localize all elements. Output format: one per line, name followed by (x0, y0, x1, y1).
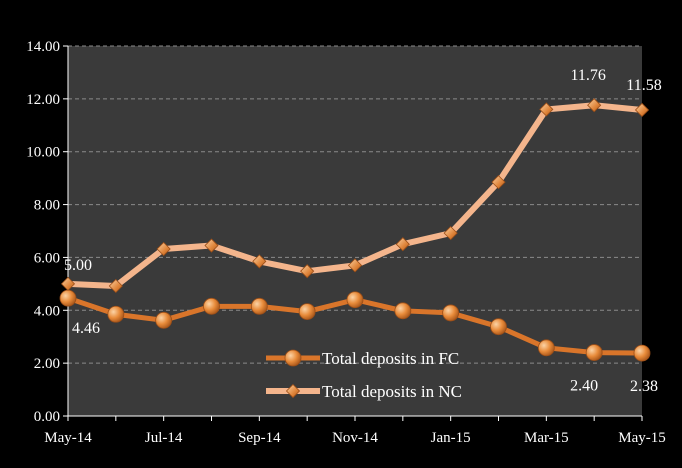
y-tick-label: 4.00 (34, 303, 60, 319)
nc-point (443, 226, 458, 241)
legend-label: Total deposits in NC (322, 382, 462, 401)
y-tick-label: 12.00 (26, 92, 60, 108)
nc-point (60, 276, 76, 291)
nc-point (108, 278, 123, 294)
fc-point (346, 291, 364, 309)
x-tick-label: Jan-15 (431, 430, 471, 446)
fc-point (155, 311, 173, 329)
legend-marker-nc (285, 383, 301, 399)
fc-point (59, 289, 77, 307)
data-label: 4.46 (72, 320, 100, 337)
legend-marker-fc (284, 349, 302, 367)
data-label: 11.76 (570, 67, 605, 84)
x-tick-label: Nov-14 (332, 430, 378, 446)
y-tick-label: 0.00 (34, 409, 60, 425)
nc-point (539, 102, 554, 117)
y-tick-label: 14.00 (26, 39, 60, 55)
fc-point (633, 344, 651, 362)
nc-point (395, 237, 410, 252)
nc-point (491, 175, 506, 190)
x-tick-label: Sep-14 (238, 430, 281, 446)
x-tick-label: Jul-14 (145, 430, 183, 446)
nc-point (204, 238, 219, 253)
fc-point (298, 303, 316, 321)
data-label: 5.00 (64, 257, 92, 274)
nc-point (252, 254, 267, 269)
fc-point (585, 344, 603, 361)
fc-point (107, 305, 125, 323)
fc-point (490, 318, 507, 336)
legend-label: Total deposits in FC (322, 349, 459, 368)
fc-point (250, 297, 268, 315)
y-tick-label: 8.00 (34, 198, 60, 214)
data-label: 2.40 (570, 378, 598, 395)
y-tick-label: 6.00 (34, 250, 60, 266)
nc-point (587, 98, 602, 113)
nc-point (634, 102, 650, 118)
fc-point (537, 339, 555, 357)
data-label: 2.38 (630, 378, 658, 395)
y-tick-label: 10.00 (26, 145, 60, 161)
fc-point (203, 297, 220, 315)
data-label: 11.58 (626, 77, 661, 94)
fc-point (394, 302, 412, 320)
x-tick-label: May-15 (618, 430, 666, 446)
fc-point (442, 304, 460, 322)
y-tick-label: 2.00 (34, 356, 60, 372)
nc-point (300, 264, 315, 279)
nc-point (347, 258, 363, 273)
x-tick-label: May-14 (44, 430, 92, 446)
nc-point (156, 241, 171, 257)
x-tick-label: Mar-15 (524, 430, 569, 446)
